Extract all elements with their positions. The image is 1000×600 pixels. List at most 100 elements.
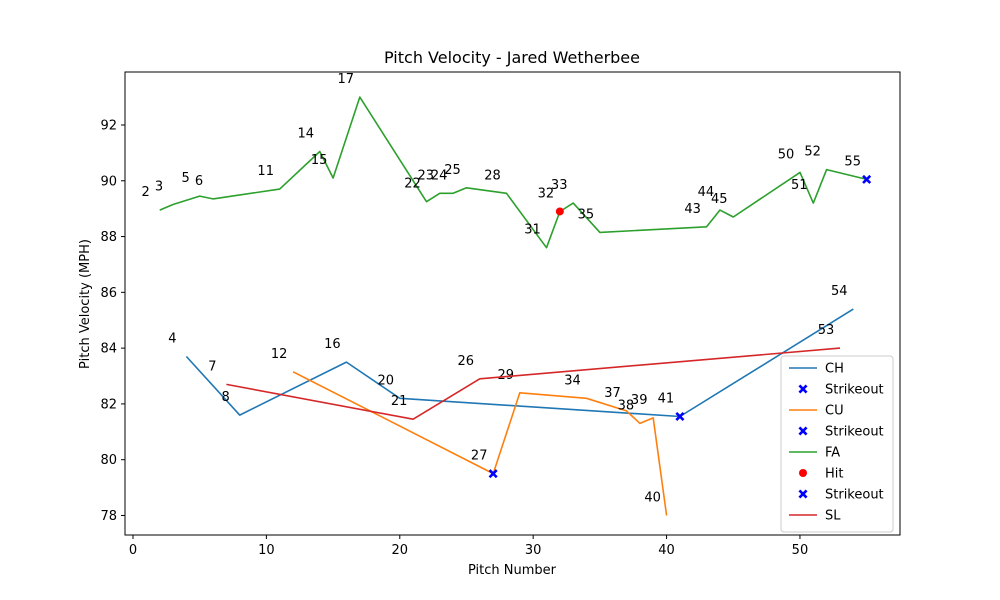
strikeout-marker bbox=[675, 411, 685, 421]
point-label: 35 bbox=[578, 207, 595, 222]
point-label: 8 bbox=[222, 390, 230, 405]
point-label: 29 bbox=[498, 368, 515, 383]
point-label: 16 bbox=[324, 337, 341, 352]
legend: CH Strikeout CU Strikeout FA Hit Strikeout SL bbox=[780, 355, 894, 533]
x-tick-label: 0 bbox=[129, 543, 137, 558]
legend-item: SL bbox=[789, 509, 841, 524]
point-label: 20 bbox=[378, 373, 395, 388]
point-label: 6 bbox=[195, 174, 203, 189]
y-tick-label: 90 bbox=[100, 174, 117, 189]
x-axis-label: Pitch Number bbox=[468, 563, 557, 578]
point-label: 44 bbox=[698, 185, 715, 200]
point-label: 15 bbox=[311, 153, 328, 168]
point-label: 26 bbox=[458, 354, 475, 369]
x-mark-stroke bbox=[798, 384, 808, 394]
point-label: 17 bbox=[338, 72, 355, 87]
point-label: 51 bbox=[791, 178, 808, 193]
point-label: 43 bbox=[684, 202, 701, 217]
point-label: 21 bbox=[391, 394, 408, 409]
y-axis-label: Pitch Velocity (MPH) bbox=[78, 239, 93, 369]
legend-item: Strikeout bbox=[798, 383, 884, 398]
point-label: 2 bbox=[142, 185, 150, 200]
x-tick-label: 50 bbox=[792, 543, 809, 558]
series-line-sl bbox=[226, 347, 841, 421]
x-axis: 0 10 20 30 40 50 bbox=[129, 535, 808, 558]
point-label: 41 bbox=[658, 392, 675, 407]
legend-circle-swatch bbox=[799, 469, 807, 477]
legend-item: Strikeout bbox=[798, 425, 884, 440]
hit-marker bbox=[555, 207, 564, 216]
legend-label: FA bbox=[825, 446, 840, 461]
x-tick-label: 40 bbox=[658, 543, 675, 558]
point-label: 3 bbox=[155, 180, 163, 195]
point-label: 5 bbox=[182, 171, 190, 186]
series-line-ch bbox=[185, 308, 854, 418]
series-line-cu bbox=[292, 371, 668, 516]
point-label: 23 bbox=[418, 168, 435, 183]
plot-frame bbox=[124, 71, 901, 536]
legend-item: FA bbox=[789, 446, 840, 461]
x-mark-stroke bbox=[798, 426, 808, 436]
point-label: 28 bbox=[484, 168, 501, 183]
y-tick-label: 86 bbox=[100, 286, 117, 301]
x-tick-label: 20 bbox=[392, 543, 409, 558]
legend-x-swatch bbox=[798, 489, 808, 499]
legend-label: SL bbox=[825, 509, 841, 524]
y-tick-label: 88 bbox=[100, 230, 117, 245]
legend-label: Hit bbox=[825, 467, 843, 482]
point-label: 12 bbox=[271, 347, 288, 362]
x-mark-stroke bbox=[862, 174, 872, 184]
legend-label: CU bbox=[825, 404, 844, 419]
legend-item: Strikeout bbox=[798, 488, 884, 503]
point-label: 11 bbox=[257, 164, 274, 179]
point-label: 27 bbox=[471, 449, 488, 464]
point-label: 25 bbox=[444, 163, 461, 178]
point-label: 38 bbox=[618, 398, 635, 413]
y-tick-label: 92 bbox=[100, 118, 117, 133]
legend-item: CU bbox=[789, 404, 844, 419]
y-tick-label: 78 bbox=[100, 509, 117, 524]
x-tick-label: 30 bbox=[525, 543, 542, 558]
point-label: 54 bbox=[831, 284, 848, 299]
point-label: 32 bbox=[538, 187, 555, 202]
legend-label: Strikeout bbox=[825, 488, 884, 503]
point-label: 55 bbox=[844, 154, 861, 169]
y-axis: 78 80 82 84 86 88 90 92 bbox=[100, 118, 125, 524]
legend-box bbox=[780, 355, 894, 533]
legend-label: CH bbox=[825, 362, 844, 377]
point-label: 45 bbox=[711, 192, 728, 207]
point-label: 33 bbox=[551, 178, 568, 193]
x-mark-stroke bbox=[798, 489, 808, 499]
point-label: 50 bbox=[778, 147, 795, 162]
strikeout-marker bbox=[862, 174, 872, 184]
point-label: 4 bbox=[168, 332, 176, 347]
point-label: 7 bbox=[208, 359, 216, 374]
chart-title: Pitch Velocity - Jared Wetherbee bbox=[384, 48, 640, 67]
point-label: 34 bbox=[564, 373, 581, 388]
x-mark-stroke bbox=[675, 411, 685, 421]
point-label: 31 bbox=[524, 223, 541, 238]
legend-x-swatch bbox=[798, 384, 808, 394]
point-label: 14 bbox=[298, 127, 315, 142]
point-label: 53 bbox=[818, 323, 835, 338]
legend-label: Strikeout bbox=[825, 425, 884, 440]
x-mark-stroke bbox=[488, 469, 498, 479]
point-label: 24 bbox=[431, 168, 448, 183]
point-label: 22 bbox=[404, 177, 421, 192]
legend-item: CH bbox=[789, 362, 844, 377]
point-label: 52 bbox=[804, 145, 821, 160]
point-label: 39 bbox=[631, 393, 648, 408]
x-tick-label: 10 bbox=[258, 543, 275, 558]
legend-x-swatch bbox=[798, 426, 808, 436]
y-tick-label: 82 bbox=[100, 397, 117, 412]
point-label: 37 bbox=[604, 386, 621, 401]
legend-item: Hit bbox=[799, 467, 843, 482]
series-line-fa bbox=[159, 96, 867, 249]
strikeout-marker bbox=[488, 469, 498, 479]
y-tick-label: 84 bbox=[100, 342, 117, 357]
y-tick-label: 80 bbox=[100, 453, 117, 468]
legend-label: Strikeout bbox=[825, 383, 884, 398]
point-label: 40 bbox=[644, 491, 661, 506]
